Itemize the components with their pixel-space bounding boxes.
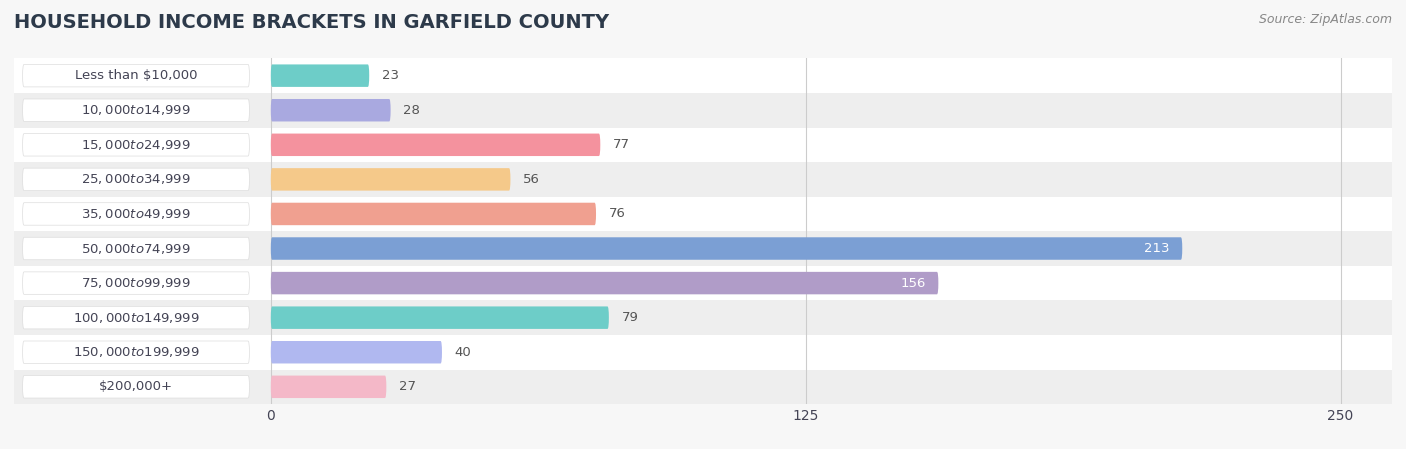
Text: Source: ZipAtlas.com: Source: ZipAtlas.com: [1258, 13, 1392, 26]
FancyBboxPatch shape: [22, 237, 249, 260]
FancyBboxPatch shape: [22, 341, 249, 364]
FancyBboxPatch shape: [271, 375, 387, 398]
FancyBboxPatch shape: [22, 168, 249, 191]
Bar: [14, 162, 1392, 197]
Text: 79: 79: [621, 311, 638, 324]
FancyBboxPatch shape: [271, 133, 600, 156]
Text: 76: 76: [609, 207, 626, 220]
Text: $15,000 to $24,999: $15,000 to $24,999: [82, 138, 191, 152]
FancyBboxPatch shape: [271, 168, 510, 191]
Text: 40: 40: [454, 346, 471, 359]
FancyBboxPatch shape: [22, 272, 249, 295]
Bar: [14, 335, 1392, 370]
Text: 56: 56: [523, 173, 540, 186]
Text: $200,000+: $200,000+: [98, 380, 173, 393]
Text: Less than $10,000: Less than $10,000: [75, 69, 197, 82]
Text: $50,000 to $74,999: $50,000 to $74,999: [82, 242, 191, 255]
FancyBboxPatch shape: [22, 133, 249, 156]
Text: $150,000 to $199,999: $150,000 to $199,999: [73, 345, 200, 359]
Bar: [14, 266, 1392, 300]
FancyBboxPatch shape: [22, 306, 249, 329]
FancyBboxPatch shape: [22, 202, 249, 225]
FancyBboxPatch shape: [271, 99, 391, 122]
Text: 27: 27: [399, 380, 416, 393]
Bar: [14, 370, 1392, 404]
Text: $25,000 to $34,999: $25,000 to $34,999: [82, 172, 191, 186]
Bar: [14, 300, 1392, 335]
Text: $75,000 to $99,999: $75,000 to $99,999: [82, 276, 191, 290]
Bar: [14, 93, 1392, 128]
Bar: [14, 197, 1392, 231]
Bar: [14, 231, 1392, 266]
Text: HOUSEHOLD INCOME BRACKETS IN GARFIELD COUNTY: HOUSEHOLD INCOME BRACKETS IN GARFIELD CO…: [14, 13, 609, 32]
FancyBboxPatch shape: [22, 375, 249, 398]
Text: 77: 77: [613, 138, 630, 151]
Bar: [14, 58, 1392, 93]
FancyBboxPatch shape: [271, 341, 441, 364]
Text: $100,000 to $149,999: $100,000 to $149,999: [73, 311, 200, 325]
Text: 156: 156: [900, 277, 925, 290]
FancyBboxPatch shape: [271, 64, 370, 87]
FancyBboxPatch shape: [22, 99, 249, 122]
FancyBboxPatch shape: [271, 202, 596, 225]
Text: 28: 28: [404, 104, 420, 117]
FancyBboxPatch shape: [271, 272, 938, 295]
Text: 213: 213: [1144, 242, 1170, 255]
Text: $35,000 to $49,999: $35,000 to $49,999: [82, 207, 191, 221]
Text: $10,000 to $14,999: $10,000 to $14,999: [82, 103, 191, 117]
FancyBboxPatch shape: [22, 64, 249, 87]
FancyBboxPatch shape: [271, 306, 609, 329]
FancyBboxPatch shape: [271, 237, 1182, 260]
Text: 23: 23: [382, 69, 399, 82]
Bar: [14, 128, 1392, 162]
